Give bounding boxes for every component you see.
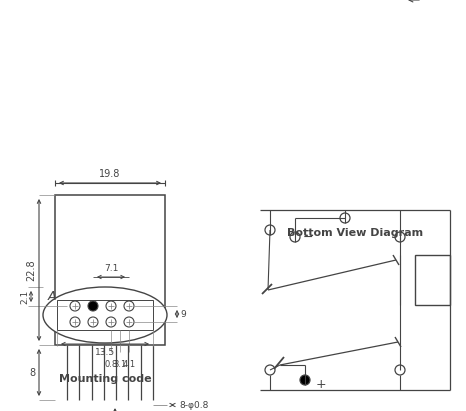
Text: 3.1: 3.1 [113,360,127,369]
Text: 9: 9 [180,309,186,319]
Text: 8: 8 [30,367,36,377]
Circle shape [395,232,405,242]
Bar [55,195,165,345]
Text: 13.5: 13.5 [95,348,115,357]
Circle shape [340,213,350,223]
Circle shape [124,317,134,327]
Circle shape [88,317,98,327]
Circle shape [265,225,275,235]
Text: 19.8: 19.8 [99,169,121,179]
Circle shape [265,365,275,375]
Bar [415,255,450,305]
Circle shape [290,232,300,242]
Text: −: − [303,231,314,243]
Text: A: A [48,290,56,303]
Circle shape [70,301,80,311]
Text: Bottom View Diagram: Bottom View Diagram [287,228,423,238]
Circle shape [70,317,80,327]
Text: 7.1: 7.1 [104,264,118,273]
Text: 22.8: 22.8 [26,259,36,281]
Ellipse shape [43,287,167,343]
Circle shape [300,375,310,385]
Text: +: + [316,377,327,390]
Text: 0.8: 0.8 [104,360,117,369]
Text: Mounting code: Mounting code [59,374,151,384]
Text: 2.1: 2.1 [20,289,29,304]
Bar [57,300,153,330]
Circle shape [106,317,116,327]
Circle shape [88,301,98,311]
Circle shape [395,365,405,375]
Circle shape [106,301,116,311]
Circle shape [124,301,134,311]
Text: 8-φ0.8: 8-φ0.8 [179,400,208,409]
Text: 4.1: 4.1 [123,360,136,369]
